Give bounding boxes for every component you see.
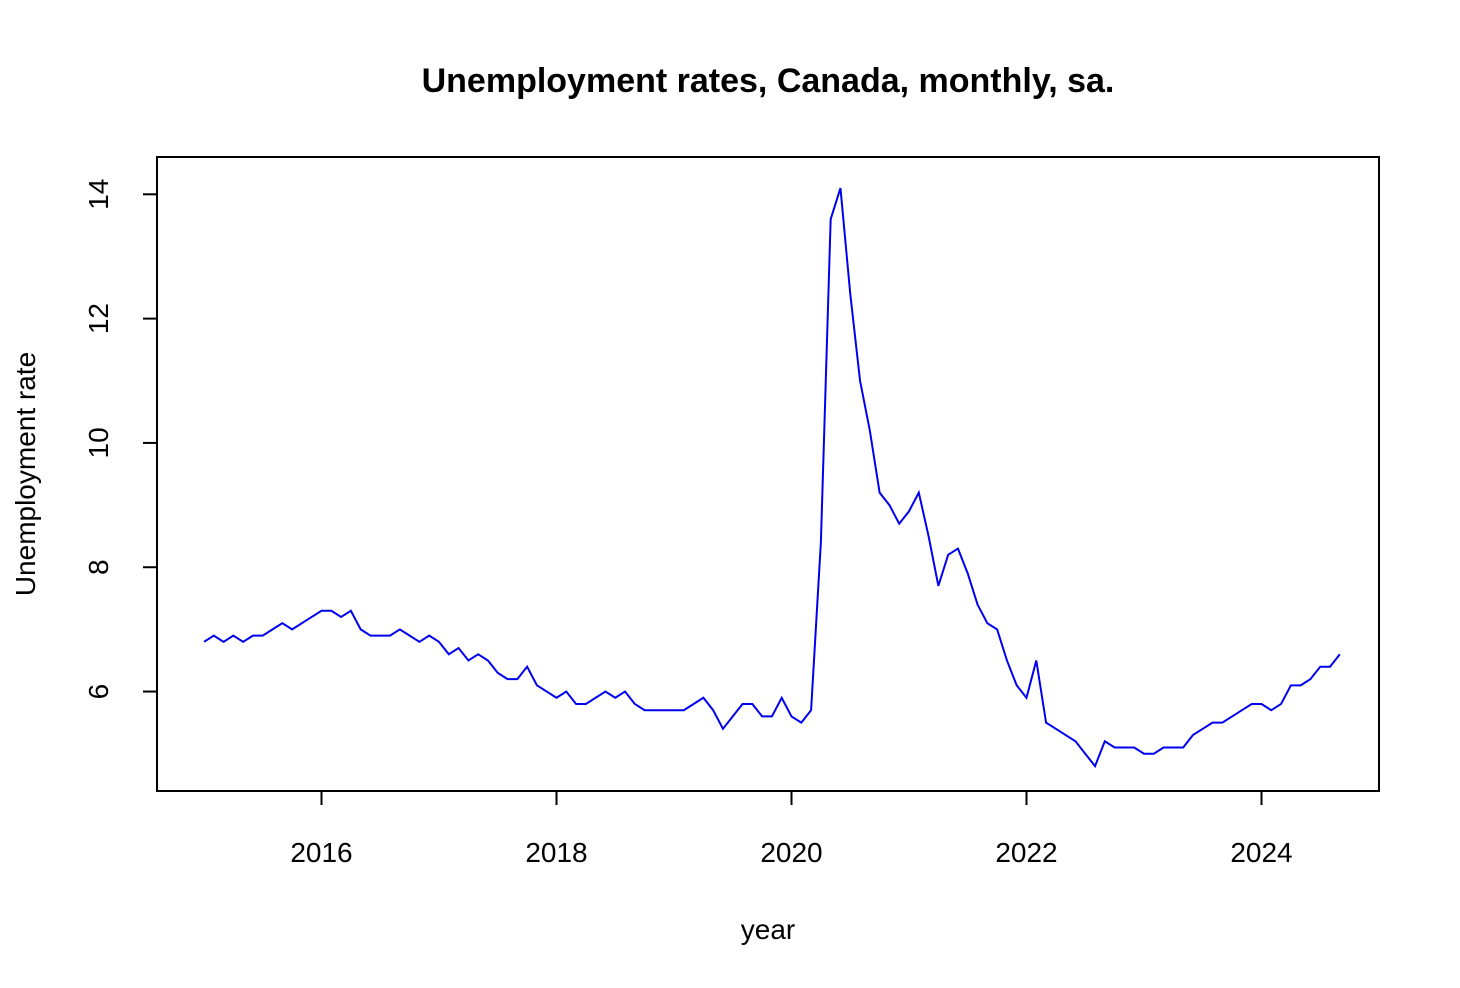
y-tick-label: 6	[83, 684, 114, 700]
x-axis-label: year	[741, 914, 795, 945]
x-axis: 2016 2018 2020 2022 2024	[290, 790, 1293, 868]
chart-title: Unemployment rates, Canada, monthly, sa.	[422, 62, 1115, 100]
x-tick-label: 2024	[1230, 837, 1292, 868]
series-line	[203, 187, 1341, 769]
x-tick-label: 2022	[995, 837, 1057, 868]
plot-frame	[156, 156, 1380, 792]
y-tick-label: 14	[83, 179, 114, 210]
x-tick-label: 2016	[290, 837, 352, 868]
y-tick-label: 12	[83, 303, 114, 334]
y-tick-label: 10	[83, 427, 114, 458]
x-tick-label: 2020	[760, 837, 822, 868]
x-tick-label: 2018	[525, 837, 587, 868]
y-axis: 6 8 10 12 14	[83, 179, 158, 700]
y-tick-label: 8	[83, 559, 114, 575]
y-axis-label: Unemployment rate	[10, 352, 41, 596]
